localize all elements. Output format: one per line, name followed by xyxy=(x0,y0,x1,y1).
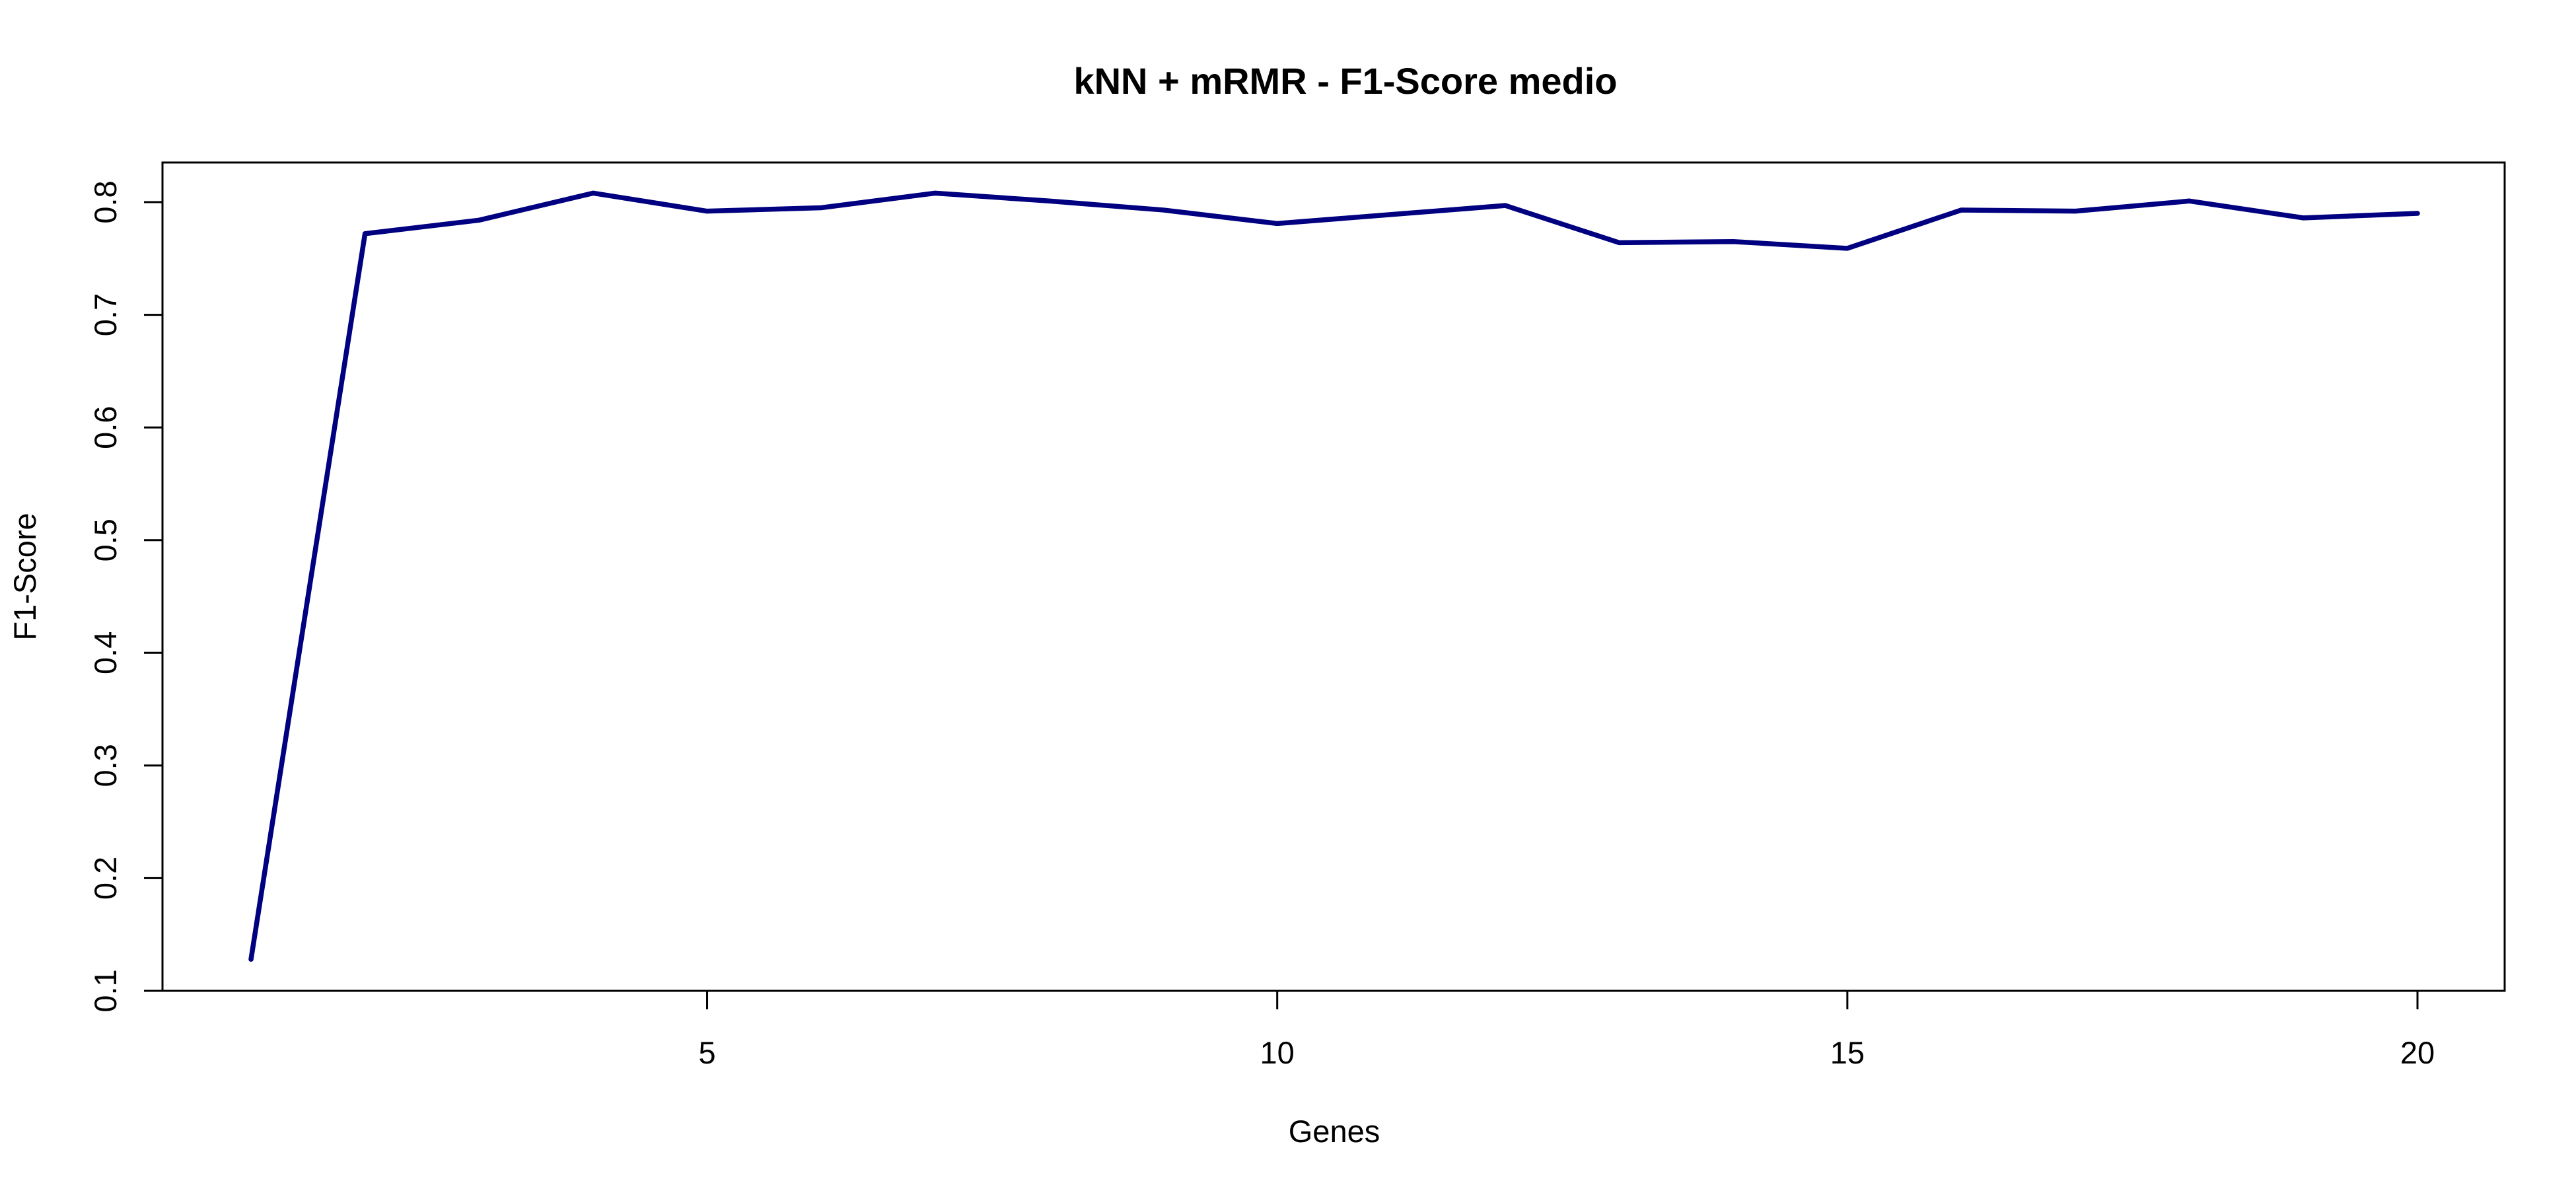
x-tick-label: 15 xyxy=(1830,1035,1865,1070)
y-tick-label: 0.7 xyxy=(88,293,123,336)
x-tick-label: 5 xyxy=(698,1035,715,1070)
x-tick-label: 20 xyxy=(2400,1035,2435,1070)
y-tick-label: 0.5 xyxy=(88,519,123,561)
y-tick-label: 0.6 xyxy=(88,406,123,449)
y-tick-label: 0.4 xyxy=(88,631,123,674)
chart-title: kNN + mRMR - F1-Score medio xyxy=(1073,60,1617,102)
y-axis-label: F1-Score xyxy=(7,513,42,640)
y-axis: 0.1 0.2 0.3 0.4 0.5 0.6 0.7 0.8 xyxy=(88,180,162,1013)
x-axis: 5 10 15 20 xyxy=(698,991,2435,1070)
y-tick-label: 0.8 xyxy=(88,180,123,223)
y-tick-label: 0.3 xyxy=(88,744,123,787)
y-tick-label: 0.1 xyxy=(88,969,123,1012)
plot-frame xyxy=(161,161,2506,992)
series-line xyxy=(248,190,2420,962)
x-axis-label: Genes xyxy=(1289,1114,1380,1149)
y-tick-label: 0.2 xyxy=(88,857,123,900)
series-group xyxy=(248,190,2420,962)
x-tick-label: 10 xyxy=(1260,1035,1295,1070)
